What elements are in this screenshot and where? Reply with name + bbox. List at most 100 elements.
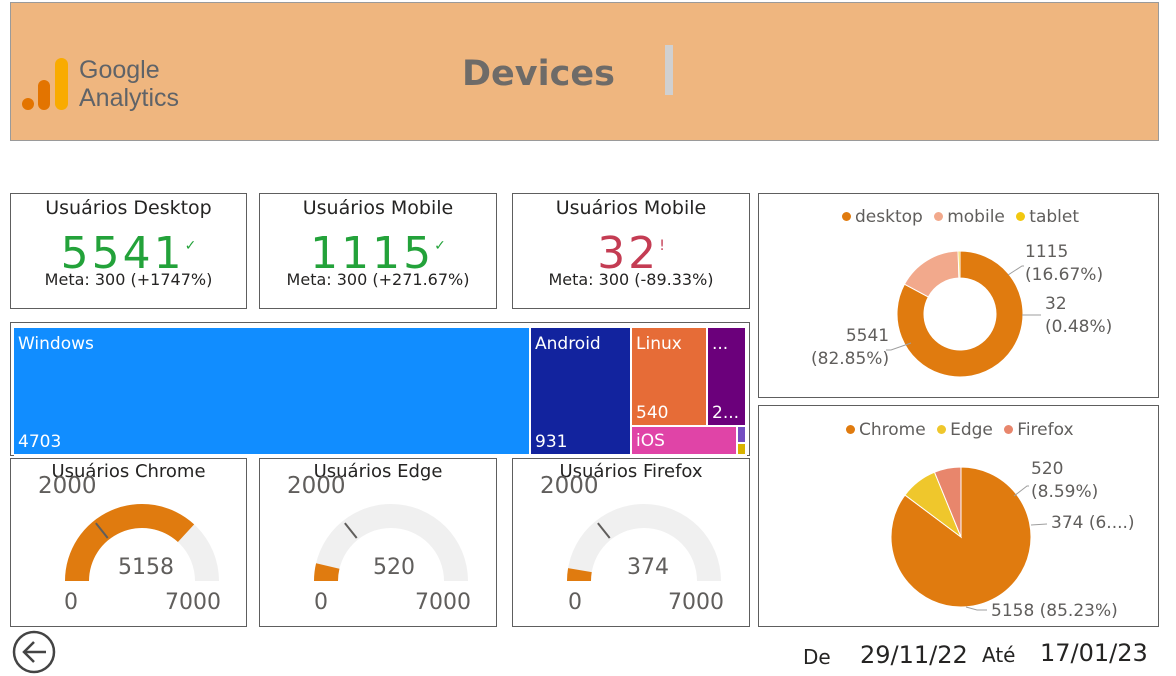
legend-dot	[1016, 212, 1026, 221]
leader-line-mobile	[1007, 265, 1024, 276]
donut-label-tablet: 32 (0.48%)	[1045, 294, 1113, 337]
kpi-goal: Meta: 300 (+271.67%)	[286, 270, 470, 289]
tile-value: 2...	[712, 403, 740, 423]
treemap-tile-other[interactable]: ... 2...	[708, 328, 747, 427]
gauge-max-label: 7000	[165, 590, 221, 615]
gauge-value: 5158	[118, 555, 174, 580]
leader-line-edge	[1013, 485, 1029, 497]
browser-pie-card[interactable]: Chrome Edge Firefox 520 (8.59%) 374 (6...…	[758, 405, 1159, 627]
report-header	[10, 2, 1159, 141]
tile-label: Linux	[636, 334, 682, 354]
kpi-card-mobile[interactable]: Usuários Mobile 1115✓ Meta: 300 (+271.67…	[259, 193, 497, 309]
gauge-track	[567, 504, 721, 581]
date-from-label: De	[803, 645, 831, 669]
tile-value: 931	[535, 432, 568, 452]
gauge-card-chrome[interactable]: Usuários Chrome 2000 5158 0 7000	[10, 458, 247, 627]
donut-label-desktop: 5541 (82.85%)	[811, 326, 890, 369]
gauge-card-firefox[interactable]: Usuários Firefox 2000 374 0 7000	[512, 458, 750, 627]
gauge-min-label: 0	[64, 590, 78, 615]
gauge-firefox	[567, 504, 721, 581]
back-arrow-icon[interactable]	[12, 630, 57, 675]
gauge-chrome	[65, 504, 219, 581]
check-icon: ✓	[434, 238, 446, 254]
kpi-value: 1115✓	[310, 228, 446, 279]
kpi-card-tablet[interactable]: Usuários Mobile 32! Meta: 300 (-89.33%)	[512, 193, 750, 309]
tile-label: iOS	[636, 431, 665, 451]
legend-item-desktop[interactable]: desktop	[842, 207, 923, 227]
kpi-goal: Meta: 300 (-89.33%)	[548, 270, 714, 289]
leader-line-desktop	[886, 342, 912, 351]
gauge-target-label: 2000	[38, 473, 97, 499]
treemap-tile-linux[interactable]: Linux 540	[632, 328, 708, 427]
browser-pie-chart	[890, 466, 1048, 611]
donut-slice-tablet[interactable]	[957, 250, 961, 279]
gauge-max-label: 7000	[415, 590, 471, 615]
browser-legend: Chrome Edge Firefox	[846, 420, 1074, 440]
gauge-target-marker	[597, 522, 611, 539]
kpi-title: Usuários Mobile	[302, 197, 454, 219]
gauge-min-label: 0	[314, 590, 328, 615]
kpi-goal: Meta: 300 (+1747%)	[44, 270, 213, 289]
gauge-fill	[314, 563, 340, 581]
gauge-title: Usuários Chrome	[51, 461, 206, 482]
tile-label: ...	[712, 334, 729, 354]
gauge-target-marker	[95, 522, 109, 539]
treemap-tile-android[interactable]: Android 931	[531, 328, 632, 456]
gauge-fill	[567, 568, 592, 581]
tile-label: Android	[535, 334, 601, 354]
device-legend: desktop mobile tablet	[842, 207, 1079, 227]
gauge-target-label: 2000	[287, 473, 346, 499]
gauge-min-label: 0	[568, 590, 582, 615]
logo-line-analytics: Analytics	[79, 84, 180, 112]
logo-line-google: Google	[79, 56, 160, 84]
device-donut-card[interactable]: desktop mobile tablet 1115 (16.67%) 32 (0.…	[758, 193, 1159, 398]
kpi-value: 5541✓	[60, 228, 197, 279]
donut-slice-desktop[interactable]	[896, 250, 1024, 378]
kpi-value: 32!	[597, 228, 665, 279]
legend-item-edge[interactable]: Edge	[937, 420, 993, 440]
kpi-title: Usuários Desktop	[45, 197, 212, 219]
pie-label-edge: 520 (8.59%)	[1031, 459, 1099, 502]
gauge-title: Usuários Firefox	[559, 461, 703, 482]
gauge-target-label: 2000	[540, 473, 599, 499]
page-title: Devices	[462, 54, 615, 94]
google-analytics-logo-text: Google Analytics	[79, 56, 179, 112]
date-to-value[interactable]: 17/01/23	[1040, 639, 1148, 667]
google-analytics-logo-icon	[22, 58, 68, 110]
legend-dot	[937, 425, 947, 434]
tile-value: 540	[636, 403, 669, 423]
treemap-tile-ios[interactable]: iOS	[632, 427, 738, 456]
check-icon: ✓	[184, 238, 197, 254]
leader-line-firefox	[1030, 523, 1048, 526]
pie-label-chrome: 5158 (85.23%)	[991, 601, 1118, 621]
legend-item-tablet[interactable]: tablet	[1016, 207, 1079, 227]
tile-label: Windows	[18, 334, 94, 354]
kpi-card-desktop[interactable]: Usuários Desktop 5541✓ Meta: 300 (+1747%…	[10, 193, 247, 309]
gauge-max-label: 7000	[668, 590, 724, 615]
gauge-track	[314, 504, 468, 581]
gauge-target-marker	[344, 522, 358, 539]
treemap-tile-small-a[interactable]	[738, 427, 747, 444]
gauge-value: 520	[373, 555, 415, 580]
gauge-value: 374	[627, 555, 669, 580]
pie-slice-firefox[interactable]	[933, 466, 962, 538]
legend-dot	[934, 212, 944, 221]
donut-label-mobile: 1115 (16.67%)	[1025, 242, 1104, 285]
treemap-tile-windows[interactable]: Windows 4703	[14, 328, 531, 456]
gauge-title: Usuários Edge	[313, 461, 443, 482]
kpi-title: Usuários Mobile	[555, 197, 707, 219]
treemap-tile-small-b[interactable]	[738, 444, 747, 456]
legend-item-mobile[interactable]: mobile	[934, 207, 1005, 227]
legend-item-chrome[interactable]: Chrome	[846, 420, 926, 440]
os-treemap: Windows 4703 Android 931 Linux 540 ... 2…	[10, 322, 750, 456]
date-to-label: Até	[982, 643, 1016, 667]
tile-value: 4703	[18, 432, 62, 452]
date-from-value[interactable]: 29/11/22	[860, 641, 968, 669]
gauge-fill	[65, 504, 195, 581]
pie-label-firefox: 374 (6....)	[1051, 513, 1135, 533]
warning-icon: !	[659, 238, 665, 254]
legend-dot	[1004, 425, 1014, 434]
gauge-card-edge[interactable]: Usuários Edge 2000 520 0 7000	[259, 458, 497, 627]
device-donut-chart	[886, 250, 1041, 378]
legend-item-firefox[interactable]: Firefox	[1004, 420, 1074, 440]
